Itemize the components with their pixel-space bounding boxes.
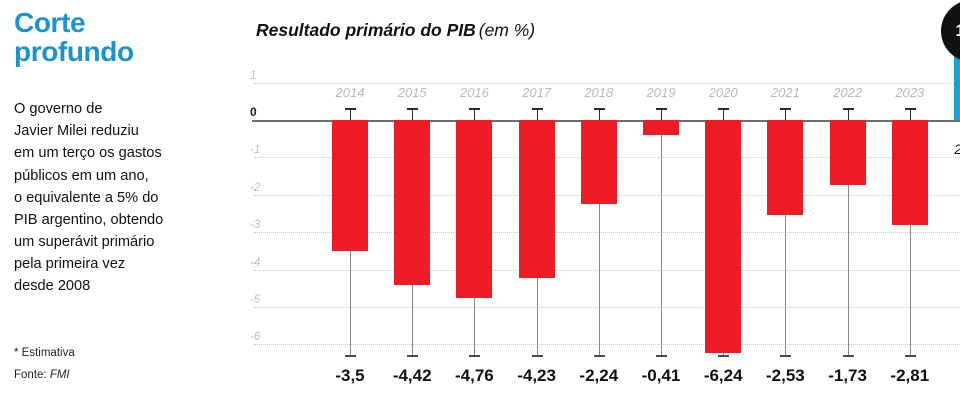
deck-paragraph: O governo de Javier Milei reduziu em um … — [14, 98, 220, 298]
bar-value-label: -0,41 — [641, 366, 681, 385]
y-axis-tick-label: -5 — [250, 294, 261, 306]
x-axis-category-label: 2017 — [522, 85, 552, 100]
x-axis-category-label: 2016 — [459, 85, 489, 100]
gridline — [254, 307, 960, 308]
y-axis-tick-label: -6 — [250, 331, 261, 344]
deck-line-3: em um terço os gastos — [14, 145, 162, 162]
deck-line-2: Javier Milei reduziu — [14, 123, 139, 140]
deck-line-9: desde 2008 — [14, 278, 91, 295]
deck-line-8: pela primeira vez — [14, 256, 126, 273]
headline-line-2: profundo — [14, 36, 134, 68]
bar[interactable] — [456, 120, 493, 299]
x-axis-category-label: 2015 — [397, 85, 427, 100]
axis-tick-stem — [350, 108, 351, 120]
bar-value-label: -1,73 — [828, 366, 867, 385]
gridline — [254, 232, 960, 234]
gridline — [254, 269, 960, 271]
value-leader-line — [661, 120, 662, 356]
x-axis-category-label: 2019 — [646, 85, 676, 100]
chart-title-main: Resultado primário do PIB — [256, 20, 476, 40]
axis-tick-stem — [412, 108, 414, 120]
bar[interactable] — [580, 120, 617, 204]
chart-panel: Resultado primário do PIB (em %) 1 0 -1 -2 -3… — [240, 0, 960, 400]
bar-chart-plot: 1 0 -1 -2 -3 -4 -5 -6 2014 -3,5 2015 -4,42 2016 -4,76… — [240, 0, 960, 400]
y-axis-tick-label: 1 — [250, 69, 257, 82]
bar[interactable] — [332, 120, 368, 251]
footnote-source-label: Fonte: — [14, 368, 47, 381]
bar-value-label: -2,53 — [766, 366, 805, 385]
leader-line-cap — [780, 355, 792, 357]
bar[interactable] — [954, 54, 960, 120]
bar-value-label: -2,24 — [579, 366, 619, 385]
footnotes: * Estimativa Fonte: FMI — [14, 345, 214, 385]
value-callout-bubble: 1,76 — [941, 0, 960, 63]
x-axis-category-label: 2014 — [335, 85, 365, 100]
leader-line-cap — [345, 355, 356, 357]
leader-line-cap — [842, 355, 854, 357]
bar-value-label: -4,42 — [392, 366, 432, 385]
y-axis-tick-label: -4 — [250, 256, 261, 269]
deck-line-6: PIB argentino, obtendo — [14, 211, 164, 228]
y-axis-tick-label: -2 — [250, 181, 261, 194]
gridline — [254, 82, 960, 84]
axis-tick-stem — [474, 108, 476, 120]
leader-line-cap — [531, 355, 543, 357]
chart-title-unit: (em %) — [478, 20, 536, 40]
leader-line-cap — [904, 355, 916, 357]
deck-line-1: O governo de — [14, 101, 103, 117]
leader-line-cap — [469, 355, 481, 357]
bar-value-label: -4,23 — [517, 366, 556, 385]
footnote-estimate: * Estimativa — [14, 347, 75, 359]
bar[interactable] — [767, 120, 804, 215]
bar[interactable] — [518, 120, 555, 279]
bar[interactable] — [829, 120, 866, 185]
axis-tick-stem — [723, 108, 725, 120]
axis-tick-stem — [785, 108, 787, 120]
leader-line-cap — [593, 355, 605, 357]
axis-tick-stem — [598, 108, 600, 120]
leader-line-cap — [718, 355, 730, 357]
bar[interactable] — [394, 120, 431, 286]
axis-tick-stem — [661, 108, 662, 120]
x-axis-category-label: 2022 — [833, 85, 863, 100]
value-leader-line — [909, 120, 911, 356]
leader-line-cap — [407, 355, 419, 357]
leader-line-cap — [656, 355, 667, 357]
y-axis-tick-label: 0 — [250, 105, 257, 119]
headline: Corte profundo — [14, 8, 224, 67]
axis-tick-stem — [536, 108, 538, 120]
x-axis-category-label: 2021 — [770, 85, 800, 100]
deck-line-7: um superávit primário — [14, 234, 155, 251]
axis-tick-stem — [909, 108, 911, 120]
bar-value-label: -6,24 — [703, 366, 743, 385]
bar[interactable] — [705, 120, 742, 354]
bar[interactable] — [643, 120, 679, 136]
bar-value-label: -2,81 — [890, 366, 930, 385]
axis-tick-stem — [847, 108, 849, 120]
footnote-source-value: FMI — [49, 368, 70, 381]
chart-title: Resultado primário do PIB (em %) — [256, 20, 535, 41]
footnote-source: Fonte: FMI — [14, 367, 214, 385]
value-leader-line — [598, 120, 600, 356]
bar-value-label: -4,76 — [455, 366, 494, 385]
gridline — [254, 344, 960, 346]
x-axis-category-label: 2018 — [584, 85, 614, 100]
x-axis-category-label: 2024* — [937, 142, 960, 157]
x-axis-category-label: 2023 — [895, 85, 925, 100]
left-text-panel: Corte profundo O governo de Javier Milei… — [0, 0, 228, 400]
deck-line-5: o equivalente a 5% do — [14, 189, 159, 206]
y-axis-tick-label: -3 — [250, 219, 261, 232]
value-leader-line — [785, 120, 787, 356]
x-axis-category-label: 2020 — [708, 85, 738, 100]
deck-line-4: públicos em um ano, — [14, 167, 149, 184]
value-leader-line — [847, 120, 849, 356]
y-axis-tick-label: -1 — [250, 144, 261, 157]
bar[interactable] — [891, 120, 928, 226]
bar-value-label: -3,5 — [335, 366, 365, 385]
headline-line-1: Corte — [14, 7, 86, 38]
